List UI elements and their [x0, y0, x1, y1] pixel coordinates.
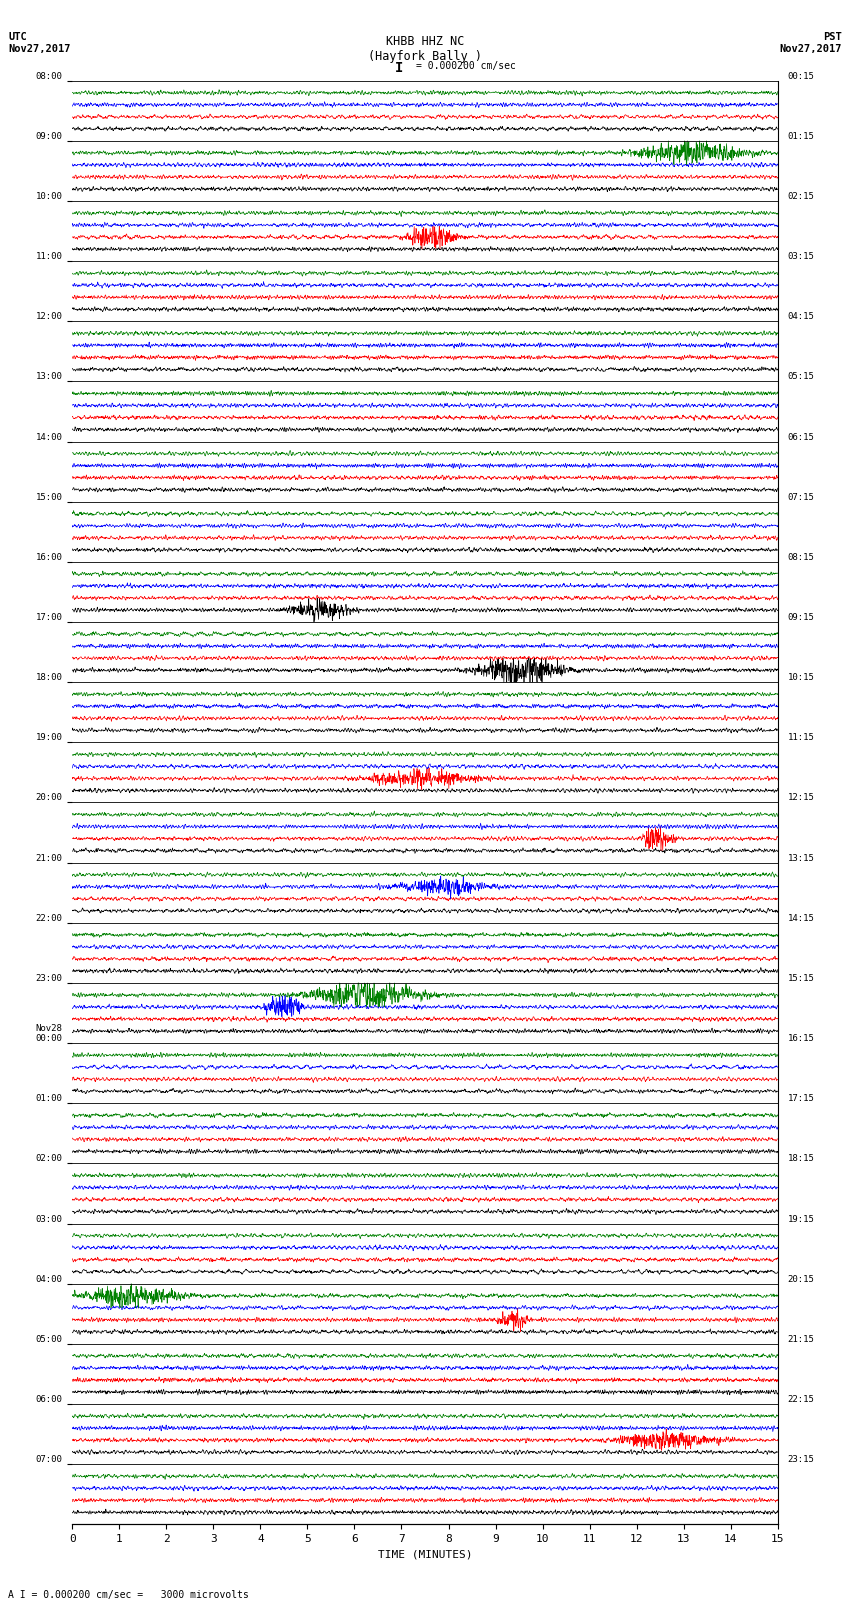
Text: UTC
Nov27,2017: UTC Nov27,2017 [8, 32, 71, 53]
Text: KHBB HHZ NC
(Hayfork Bally ): KHBB HHZ NC (Hayfork Bally ) [368, 35, 482, 63]
Text: = 0.000200 cm/sec: = 0.000200 cm/sec [416, 61, 516, 71]
Text: I: I [395, 61, 404, 76]
X-axis label: TIME (MINUTES): TIME (MINUTES) [377, 1550, 473, 1560]
Text: A I = 0.000200 cm/sec =   3000 microvolts: A I = 0.000200 cm/sec = 3000 microvolts [8, 1590, 249, 1600]
Text: PST
Nov27,2017: PST Nov27,2017 [779, 32, 842, 53]
